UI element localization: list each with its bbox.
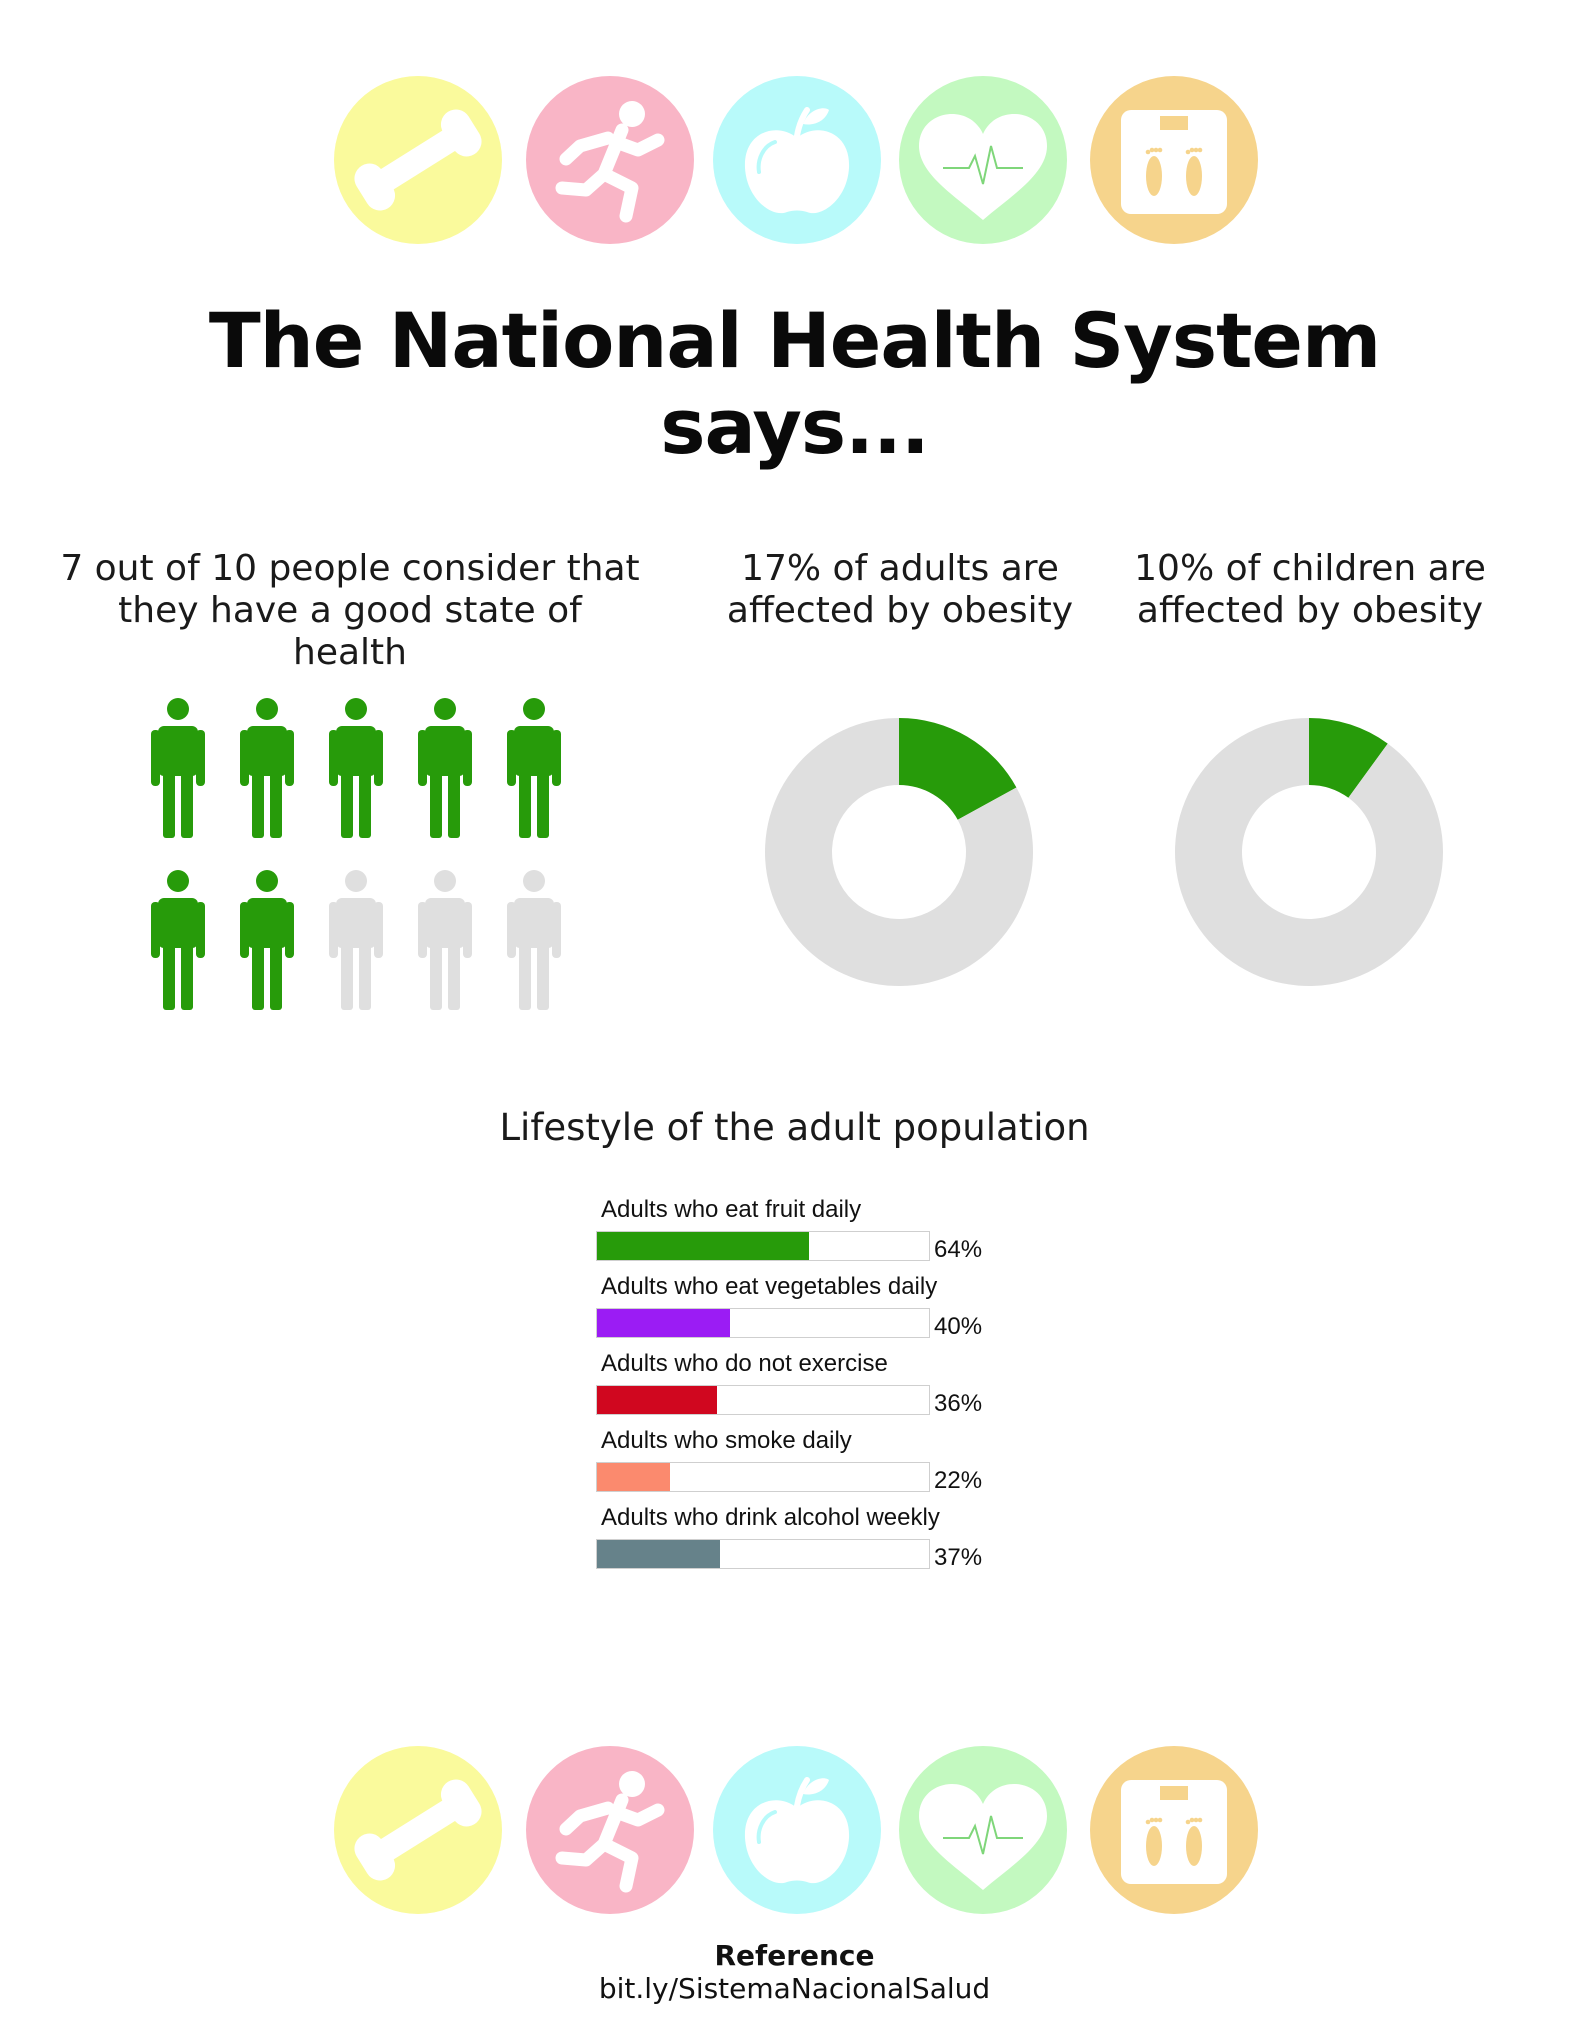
- apple-icon: [713, 76, 881, 244]
- bar-value-label: 37%: [934, 1544, 983, 1571]
- bar-label: Adults who drink alcohol weekly: [601, 1504, 940, 1531]
- title-line1: The National Health System: [208, 296, 1381, 385]
- bar-row: Adults who eat vegetables daily 40%: [596, 1273, 1016, 1350]
- donut-slice: [765, 718, 1034, 986]
- footer-icons: [334, 1746, 1258, 1914]
- lifestyle-bar-chart: Adults who eat fruit daily 64% Adults who …: [596, 1196, 1016, 1581]
- people-pictogram-svg: [151, 698, 561, 1010]
- title-line2: says...: [660, 382, 930, 471]
- person-figure: [151, 870, 205, 1010]
- heart-pulse-icon: [899, 76, 1067, 244]
- bar-track: [596, 1462, 930, 1492]
- bar-row: Adults who eat fruit daily 64%: [596, 1196, 1016, 1273]
- header-icon-row: [0, 70, 1589, 250]
- person-figure: [329, 870, 383, 1010]
- bar-value-label: 36%: [934, 1390, 983, 1417]
- people-pictogram: [140, 698, 590, 1028]
- runner-icon: [526, 1746, 694, 1914]
- people-caption-line1: 7 out of 10 people consider that: [60, 548, 640, 589]
- dumbbell-icon: [334, 76, 502, 244]
- donut-slice: [1174, 718, 1443, 986]
- children-caption-line1: 10% of children are: [1134, 548, 1486, 589]
- person-figure: [329, 698, 383, 838]
- reference-title: Reference: [714, 1939, 875, 1972]
- donut-slice: [1309, 718, 1388, 798]
- people-caption-line2: they have a good state of health: [118, 590, 582, 673]
- person-figure: [240, 698, 294, 838]
- bar-label: Adults who do not exercise: [601, 1350, 888, 1377]
- bar-track: [596, 1539, 930, 1569]
- adults-obesity-caption: 17% of adults are affected by obesity: [720, 548, 1080, 632]
- dumbbell-icon: [334, 1746, 502, 1914]
- children-obesity-caption: 10% of children are affected by obesity: [1120, 548, 1500, 632]
- runner-icon: [526, 76, 694, 244]
- bar-track: [596, 1231, 930, 1261]
- bar-row: Adults who do not exercise 36%: [596, 1350, 1016, 1427]
- reference: Reference bit.ly/SistemaNacionalSalud: [0, 1940, 1589, 2006]
- bar-fill: [597, 1309, 730, 1337]
- bar-value-label: 22%: [934, 1467, 983, 1494]
- person-figure: [507, 870, 561, 1010]
- heart-pulse-icon: [899, 1746, 1067, 1914]
- bar-track: [596, 1308, 930, 1338]
- apple-icon: [713, 1746, 881, 1914]
- person-figure: [507, 698, 561, 838]
- scale-icon: [1090, 76, 1258, 244]
- person-figure: [418, 870, 472, 1010]
- bar-row: Adults who drink alcohol weekly 37%: [596, 1504, 1016, 1581]
- person-figure: [240, 870, 294, 1010]
- bar-row: Adults who smoke daily 22%: [596, 1427, 1016, 1504]
- children-donut-svg: [1174, 718, 1443, 986]
- bar-fill: [597, 1386, 717, 1414]
- adults-caption-line2: affected by obesity: [726, 590, 1074, 631]
- children-obesity-donut: [1173, 716, 1445, 988]
- children-caption-line2: affected by obesity: [1136, 590, 1484, 631]
- bar-fill: [597, 1540, 720, 1568]
- people-health-caption: 7 out of 10 people consider that they ha…: [60, 548, 640, 674]
- adults-obesity-donut: [763, 716, 1035, 988]
- adults-donut-svg: [765, 718, 1034, 986]
- bar-fill: [597, 1463, 671, 1491]
- bar-label: Adults who smoke daily: [601, 1427, 852, 1454]
- header-icons: [334, 76, 1258, 244]
- person-figure: [151, 698, 205, 838]
- scale-icon: [1090, 1746, 1258, 1914]
- adults-caption-line1: 17% of adults are: [741, 548, 1059, 589]
- page-title: The National Health System says...: [0, 298, 1589, 470]
- bar-track: [596, 1385, 930, 1415]
- bar-label: Adults who eat fruit daily: [601, 1196, 862, 1223]
- bar-fill: [597, 1232, 810, 1260]
- lifestyle-title: Lifestyle of the adult population: [499, 1106, 1090, 1149]
- bar-label: Adults who eat vegetables daily: [601, 1273, 938, 1300]
- person-figure: [418, 698, 472, 838]
- bar-value-label: 40%: [934, 1313, 983, 1340]
- bar-value-label: 64%: [934, 1236, 983, 1263]
- donut-slice: [899, 718, 1017, 820]
- reference-link[interactable]: bit.ly/SistemaNacionalSalud: [598, 1972, 991, 2005]
- footer-icon-row: [0, 1740, 1589, 1920]
